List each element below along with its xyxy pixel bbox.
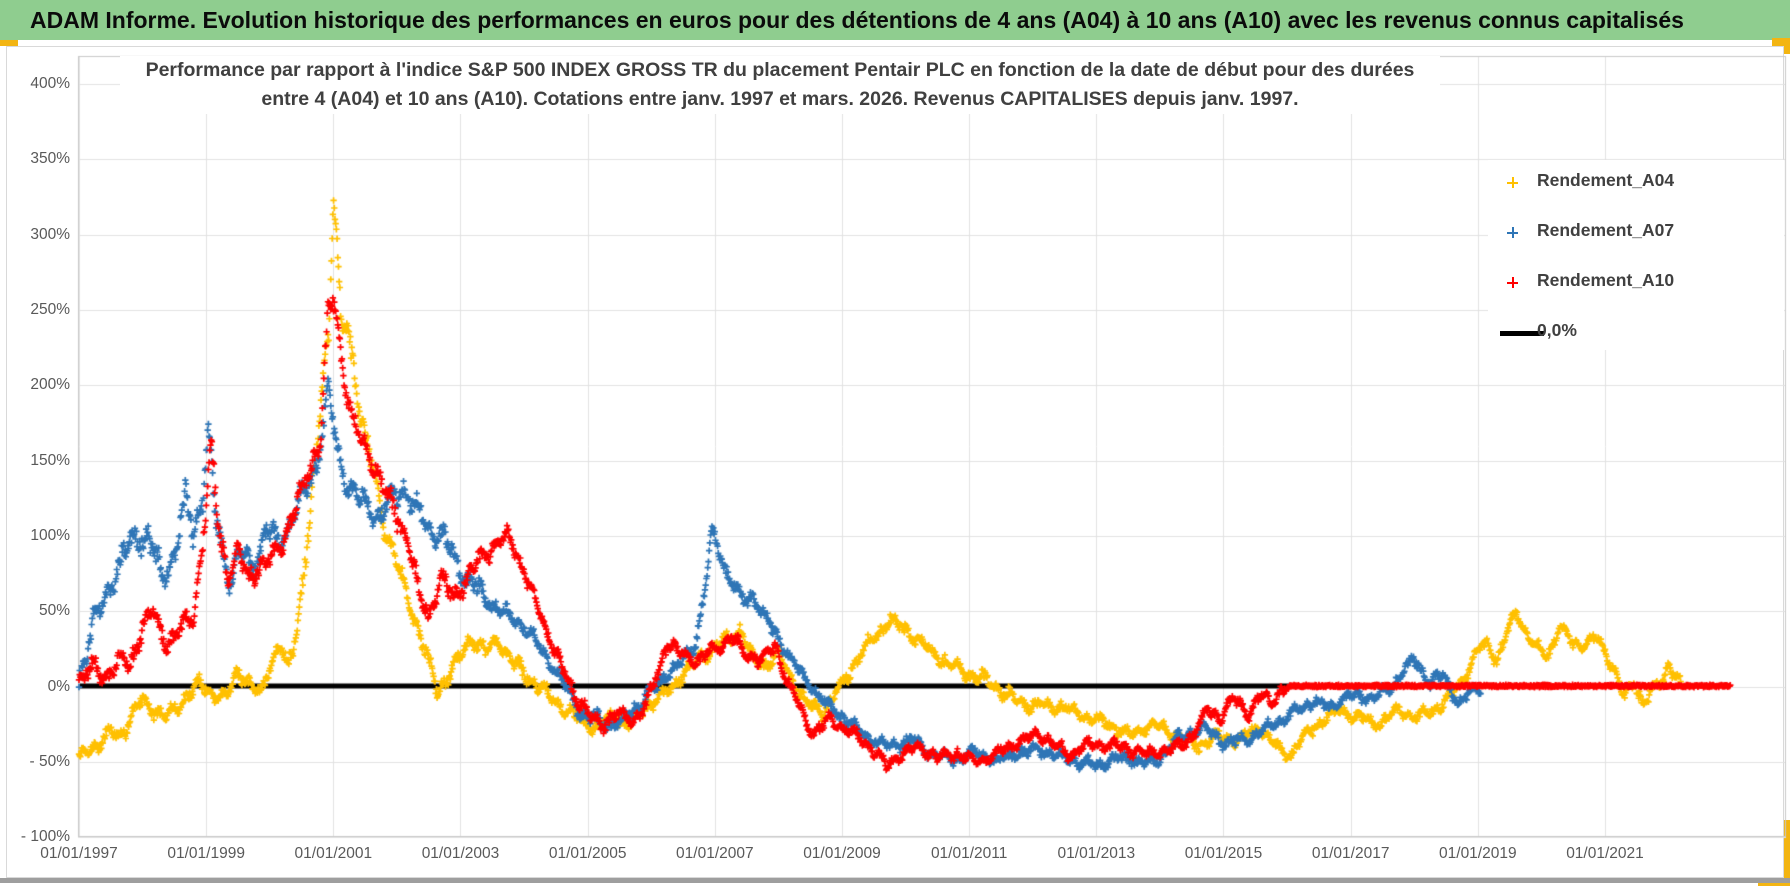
chart-legend: Rendement_A04 Rendement_A07 Rendement_A10 0…	[1488, 160, 1784, 350]
x-axis-tick: 01/01/1999	[167, 845, 245, 862]
y-axis-tick: 350%	[30, 150, 70, 168]
legend-label: 0,0%	[1537, 320, 1577, 340]
x-axis-tick: 01/01/2011	[930, 845, 1008, 862]
x-axis-tick: 01/01/2001	[294, 845, 373, 862]
x-axis-tick: 01/01/2009	[803, 845, 881, 862]
legend-label: Rendement_A04	[1537, 170, 1675, 190]
x-axis-tick: 01/01/2019	[1439, 845, 1517, 862]
x-axis-tick: 01/01/1997	[40, 845, 118, 862]
x-axis-tick: 01/01/2015	[1184, 845, 1263, 862]
y-axis-tick: 100%	[30, 526, 70, 544]
bottom-border-bar	[0, 878, 1790, 883]
y-axis-tick: - 100%	[20, 828, 70, 846]
legend-label: Rendement_A07	[1537, 220, 1675, 240]
x-axis-tick: 01/01/2007	[676, 845, 754, 862]
chart-title: Performance par rapport à l'indice S&P 5…	[120, 56, 1440, 114]
y-axis-tick: 400%	[30, 75, 70, 92]
legend-plus-marker-icon	[1507, 227, 1518, 238]
y-axis-tick: 150%	[30, 451, 70, 469]
legend-label: Rendement_A10	[1537, 270, 1675, 290]
chart-title-line1: Performance par rapport à l'indice S&P 5…	[145, 59, 1415, 81]
y-axis-tick: - 50%	[29, 752, 71, 770]
x-axis-tick: 01/01/2021	[1566, 845, 1644, 862]
y-axis-tick: 0%	[47, 677, 70, 695]
legend-item-rendement-a07[interactable]: Rendement_A07	[1488, 218, 1784, 248]
y-axis-tick: 200%	[30, 376, 70, 394]
x-axis-tick: 01/01/2017	[1311, 845, 1390, 862]
chart-title-line2: entre 4 (A04) et 10 ans (A10). Cotations…	[261, 88, 1299, 110]
y-axis-tick: 250%	[30, 300, 70, 318]
y-axis-tick: 300%	[30, 225, 70, 243]
y-axis-tick: 50%	[38, 602, 70, 620]
x-axis-tick: 01/01/2003	[421, 845, 500, 862]
legend-plus-marker-icon	[1507, 177, 1518, 188]
x-axis-tick: 01/01/2013	[1057, 845, 1136, 862]
legend-item-rendement-a04[interactable]: Rendement_A04	[1488, 168, 1784, 198]
legend-item-rendement-a10[interactable]: Rendement_A10	[1488, 268, 1784, 298]
legend-zero-line-icon	[1500, 331, 1544, 336]
x-axis-tick: 01/01/2005	[548, 845, 627, 862]
legend-plus-marker-icon	[1507, 277, 1518, 288]
legend-item-0-0-[interactable]: 0,0%	[1488, 318, 1784, 348]
